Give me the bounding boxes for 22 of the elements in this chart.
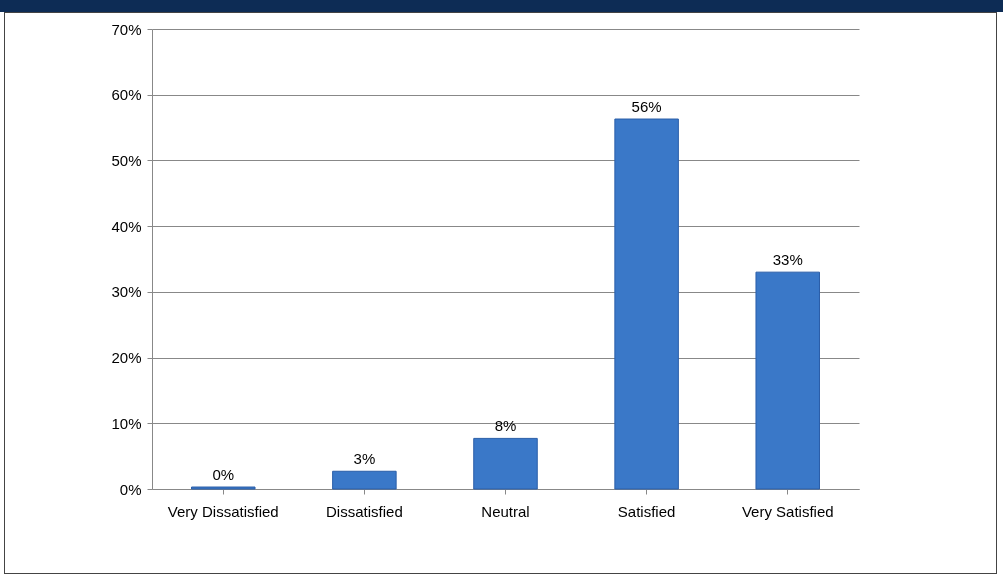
data-label: 0% (212, 466, 235, 484)
y-tick-label: 60% (111, 86, 142, 104)
data-label: 56% (631, 98, 662, 116)
bar (473, 437, 538, 490)
y-tick-label: 30% (111, 283, 142, 301)
x-tick-label: Very Dissatisfied (167, 502, 279, 520)
y-tick-label: 50% (111, 151, 142, 169)
y-tick-label: 0% (119, 480, 142, 498)
y-tick-label: 40% (111, 217, 142, 235)
y-tick-label: 10% (111, 414, 142, 432)
bar (332, 470, 397, 490)
x-tick-label: Very Satisfied (741, 502, 834, 520)
x-tick-label: Dissatisfied (326, 502, 403, 520)
bar (614, 118, 679, 490)
data-label: 33% (772, 251, 803, 269)
y-tick-label: 20% (111, 349, 142, 367)
data-label: 8% (494, 417, 517, 435)
y-tick-label: 70% (111, 20, 142, 38)
bar (755, 271, 820, 490)
x-tick-label: Satisfied (617, 502, 676, 520)
data-label: 3% (353, 450, 376, 468)
x-tick-label: Neutral (481, 502, 530, 520)
